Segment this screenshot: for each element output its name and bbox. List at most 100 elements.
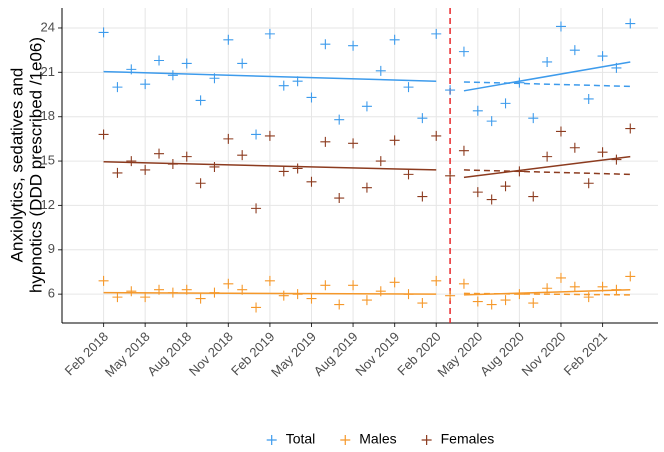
trend-line [463, 169, 631, 176]
point [98, 129, 109, 140]
point [112, 167, 123, 178]
trend-line [463, 155, 631, 179]
point [458, 46, 469, 57]
x-tick-label: May 2019 [268, 329, 319, 380]
point [181, 151, 192, 162]
trend-line [463, 288, 631, 296]
point [500, 181, 511, 192]
x-tick-label: May 2018 [102, 329, 153, 380]
trend-line [463, 61, 631, 92]
point [555, 126, 566, 137]
point [569, 45, 580, 56]
point [264, 130, 275, 141]
trend-line [103, 70, 437, 82]
point [348, 138, 359, 149]
point [237, 150, 248, 161]
point [264, 275, 275, 286]
point [389, 277, 400, 288]
point [583, 292, 594, 303]
point [403, 169, 414, 180]
point [555, 21, 566, 32]
point [431, 28, 442, 39]
point [472, 296, 483, 307]
point [445, 170, 456, 181]
point [583, 93, 594, 104]
point [500, 295, 511, 306]
point [223, 133, 234, 144]
point [348, 280, 359, 291]
point [361, 101, 372, 112]
y-tick-label: 18 [41, 108, 55, 123]
x-tick-label: Aug 2019 [311, 329, 361, 379]
point [320, 39, 331, 50]
legend-label: Total [286, 431, 316, 447]
point [597, 147, 608, 158]
point [486, 299, 497, 310]
point [195, 293, 206, 304]
point [569, 142, 580, 153]
point [542, 56, 553, 67]
y-tick-label: 9 [48, 241, 55, 256]
point [251, 129, 262, 140]
y-axis-title: Anxiolytics, sedatives and hypnotics (DD… [7, 37, 45, 293]
point [98, 275, 109, 286]
point [181, 58, 192, 69]
point [251, 203, 262, 214]
trend-line [103, 291, 437, 295]
point [126, 286, 137, 297]
legend: Total Males Females [266, 431, 495, 447]
x-tick-label: Nov 2020 [519, 329, 569, 379]
x-tick-label: Feb 2021 [561, 329, 610, 378]
point [126, 156, 137, 167]
point [445, 85, 456, 96]
point [154, 55, 165, 66]
point [569, 281, 580, 292]
point [306, 293, 317, 304]
point [223, 34, 234, 45]
y-axis-title-line: hypnotics (DDD prescribed /1e06) [26, 37, 45, 293]
point [112, 82, 123, 93]
point [417, 191, 428, 202]
point [528, 298, 539, 309]
point [431, 130, 442, 141]
point [320, 136, 331, 147]
legend-marker [421, 435, 432, 445]
point [625, 271, 636, 282]
point [306, 92, 317, 103]
y-tick-label: 12 [41, 197, 55, 212]
point [389, 34, 400, 45]
point [320, 280, 331, 291]
point [625, 18, 636, 29]
point [237, 58, 248, 69]
legend-marker [340, 435, 351, 445]
point [306, 176, 317, 187]
point [278, 166, 289, 177]
point [472, 187, 483, 198]
point [431, 275, 442, 286]
trend-line [463, 81, 631, 88]
point [389, 135, 400, 146]
point [334, 114, 345, 125]
x-tick-label: Aug 2020 [477, 329, 527, 379]
legend-label: Females [441, 431, 495, 447]
point [154, 148, 165, 159]
point [486, 116, 497, 127]
x-tick-label: Aug 2018 [144, 329, 194, 379]
point [445, 290, 456, 301]
point [555, 272, 566, 283]
point [375, 286, 386, 297]
point [375, 65, 386, 76]
y-tick-label: 6 [48, 286, 55, 301]
point [348, 40, 359, 51]
point [112, 292, 123, 303]
point [98, 27, 109, 38]
point [334, 193, 345, 204]
point [223, 278, 234, 289]
trend-line [463, 292, 631, 296]
point [458, 145, 469, 156]
point [417, 113, 428, 124]
x-tick-label: Nov 2018 [186, 329, 236, 379]
y-tick-label: 15 [41, 153, 55, 168]
point [611, 154, 622, 165]
point [500, 98, 511, 109]
